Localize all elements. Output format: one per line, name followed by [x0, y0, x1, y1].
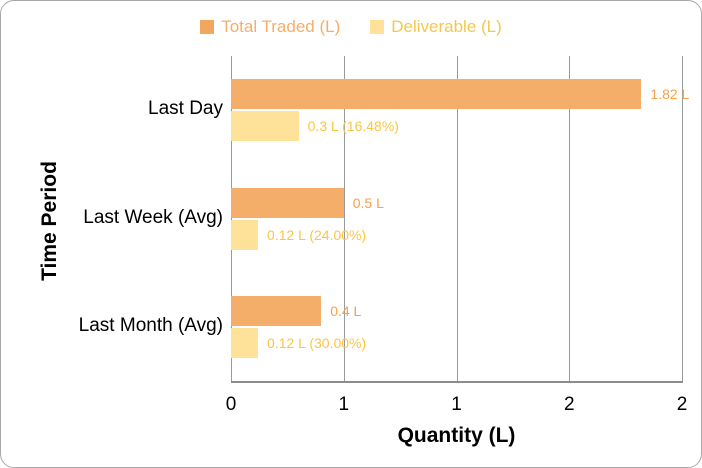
gridline [456, 56, 458, 381]
x-tick-label: 1 [451, 394, 462, 415]
legend-swatch-total-traded-icon [200, 20, 215, 34]
legend-label-total-traded: Total Traded (L) [221, 17, 341, 36]
x-tick-label: 0 [225, 394, 237, 415]
x-tick-label: 2 [563, 394, 575, 415]
bar-value-label: 0.3 L (16.48%) [307, 118, 399, 135]
x-axis-line [231, 381, 683, 383]
legend-swatch-deliverable-icon [370, 20, 385, 34]
category-label: Last Week (Avg) [83, 206, 223, 228]
x-axis-title: Quantity (L) [397, 424, 516, 447]
gridline [569, 56, 571, 381]
legend-item-total-traded[interactable]: Total Traded (L) [200, 17, 340, 37]
bar-total-traded [231, 79, 642, 110]
bar-deliverable [231, 327, 259, 358]
bar-total-traded [231, 187, 344, 218]
bar-value-label: 1.82 L [650, 86, 690, 103]
bar-deliverable [231, 219, 259, 250]
bar-deliverable [231, 111, 299, 142]
plot-area: 1.82 L 0.3 L (16.48%) 0.5 L 0.12 L (24.00%)… [231, 56, 689, 381]
bar-total-traded [231, 295, 322, 326]
bar-value-label: 0.12 L (24.00%) [267, 226, 367, 243]
bar-value-label: 0.12 L (30.00%) [267, 334, 367, 351]
bar-value-label: 0.5 L [352, 194, 384, 211]
category-label: Last Day [148, 98, 223, 120]
legend: Total Traded (L) Deliverable (L) [1, 17, 701, 37]
x-tick-label: 2 [676, 394, 688, 415]
gridline [231, 56, 232, 381]
legend-item-deliverable[interactable]: Deliverable (L) [370, 17, 502, 37]
gridline [343, 56, 345, 381]
legend-label-deliverable: Deliverable (L) [391, 17, 502, 36]
gridline [682, 56, 683, 381]
bar-value-label: 0.4 L [330, 302, 362, 319]
category-label: Last Month (Avg) [78, 314, 223, 336]
x-tick-label: 1 [338, 394, 350, 415]
